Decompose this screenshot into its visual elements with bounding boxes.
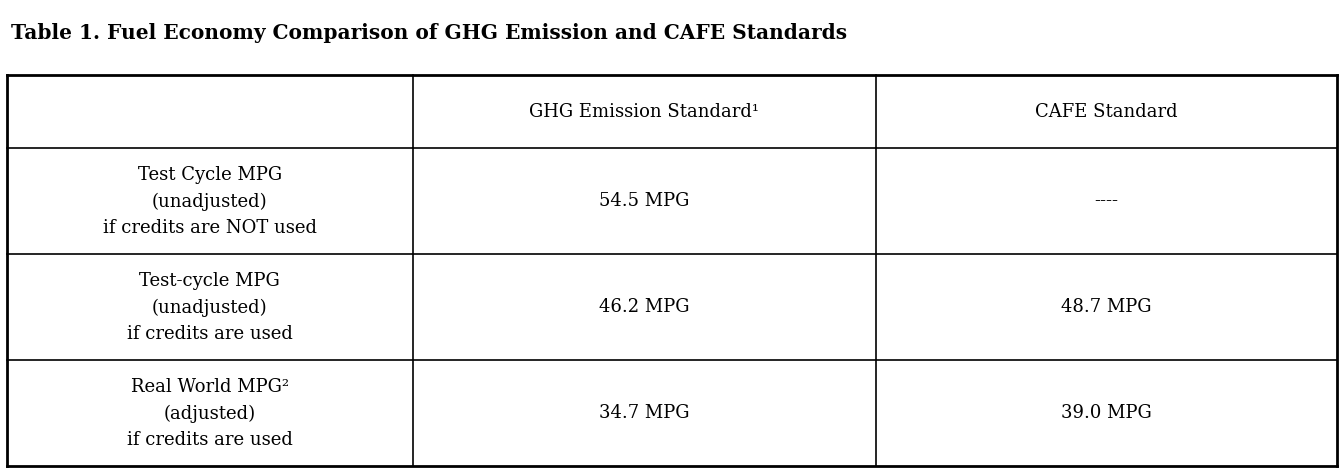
Text: GHG Emission Standard¹: GHG Emission Standard¹ (529, 103, 758, 121)
Text: 39.0 MPG: 39.0 MPG (1061, 404, 1152, 422)
Text: Table 1. Fuel Economy Comparison of GHG Emission and CAFE Standards: Table 1. Fuel Economy Comparison of GHG … (11, 23, 847, 43)
Text: Real World MPG²
(adjusted)
if credits are used: Real World MPG² (adjusted) if credits ar… (127, 378, 292, 449)
Text: 46.2 MPG: 46.2 MPG (599, 298, 689, 317)
Text: 34.7 MPG: 34.7 MPG (599, 404, 689, 422)
Text: ----: ---- (1095, 192, 1119, 211)
Text: 48.7 MPG: 48.7 MPG (1061, 298, 1151, 317)
Text: 54.5 MPG: 54.5 MPG (599, 192, 689, 211)
Text: Test Cycle MPG
(unadjusted)
if credits are NOT used: Test Cycle MPG (unadjusted) if credits a… (103, 166, 316, 237)
Text: CAFE Standard: CAFE Standard (1034, 103, 1178, 121)
Text: Test-cycle MPG
(unadjusted)
if credits are used: Test-cycle MPG (unadjusted) if credits a… (127, 272, 292, 343)
